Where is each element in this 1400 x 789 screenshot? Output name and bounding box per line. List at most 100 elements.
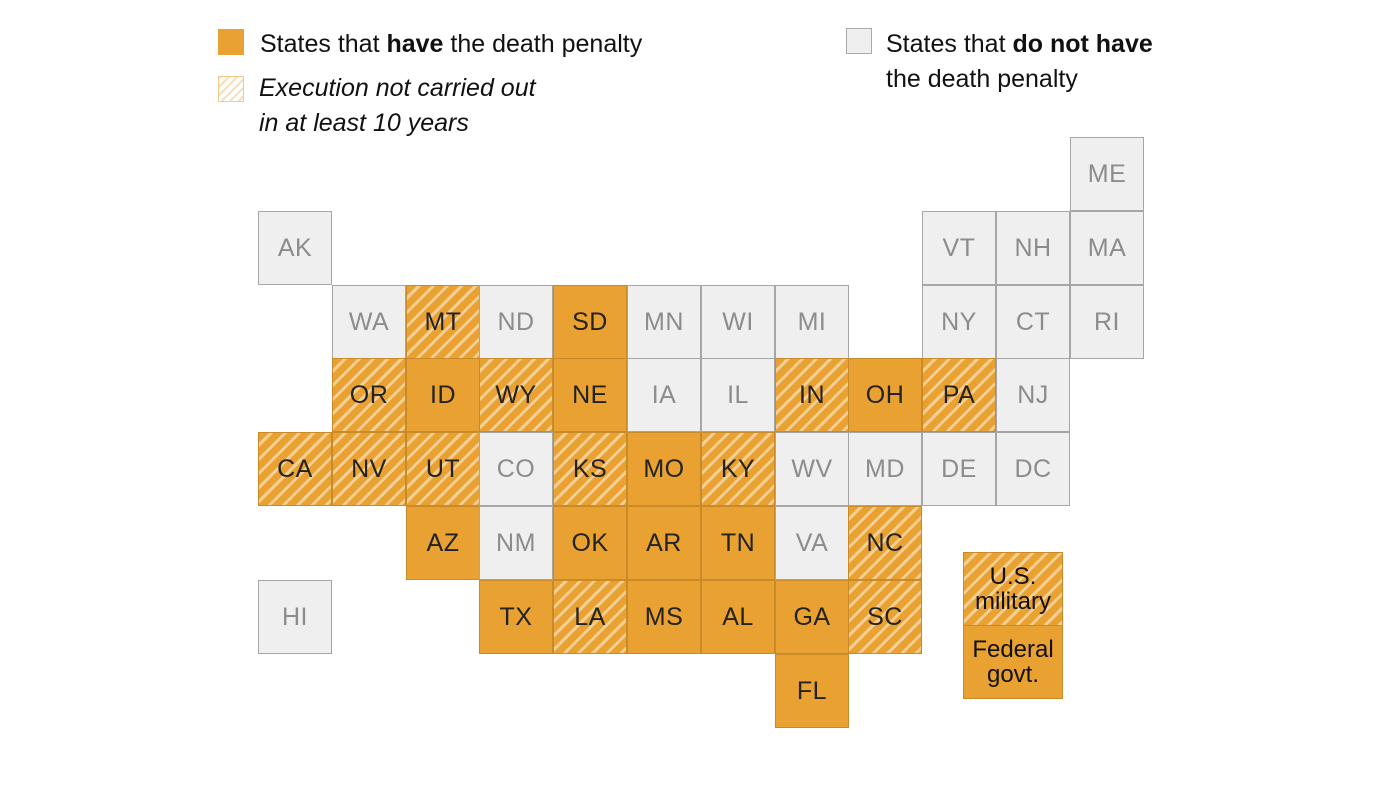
state-label: OH — [865, 380, 905, 409]
state-tile-ms: MS — [627, 580, 701, 654]
legend-do-not-have-prefix: States that — [886, 30, 1013, 58]
state-label: LA — [574, 602, 606, 631]
state-label: IN — [799, 380, 825, 409]
state-tile-oh: OH — [848, 358, 922, 432]
state-label: GA — [793, 602, 831, 631]
tile-federal-govt-line2: govt. — [986, 661, 1040, 688]
state-label: DE — [941, 454, 977, 483]
state-label: HI — [282, 602, 308, 631]
state-tile-ny: NY — [922, 285, 996, 359]
state-label: NH — [1014, 233, 1052, 262]
state-label: ME — [1087, 159, 1127, 188]
state-tile-fl: FL — [775, 654, 849, 728]
state-tile-id: ID — [406, 358, 480, 432]
legend-have-bold: have — [386, 30, 444, 58]
state-label: AL — [722, 602, 754, 631]
state-label: NV — [351, 454, 387, 483]
state-tile-sc: SC — [848, 580, 922, 654]
tile-us-military-line2: military — [975, 588, 1051, 615]
state-label: SD — [572, 307, 608, 336]
state-tile-hi: HI — [258, 580, 332, 654]
state-label: AK — [277, 233, 313, 262]
state-label: CO — [496, 454, 536, 483]
tile-federal-govt: Federal govt. — [963, 625, 1063, 699]
legend-swatch-do-not-have — [846, 28, 872, 54]
legend-swatch-not-carried-out — [218, 76, 244, 102]
state-tile-nd: ND — [479, 285, 553, 359]
state-tile-az: AZ — [406, 506, 480, 580]
state-label: NY — [941, 307, 977, 336]
state-tile-mo: MO — [627, 432, 701, 506]
state-label: IA — [651, 380, 677, 409]
state-tile-or: OR — [332, 358, 406, 432]
state-tile-wi: WI — [701, 285, 775, 359]
state-tile-ky: KY — [701, 432, 775, 506]
state-label: NM — [496, 528, 536, 557]
state-label: ND — [497, 307, 535, 336]
state-label: MA — [1087, 233, 1127, 262]
state-tile-ne: NE — [553, 358, 627, 432]
state-label: FL — [796, 676, 828, 705]
state-tile-ia: IA — [627, 358, 701, 432]
state-tile-va: VA — [775, 506, 849, 580]
state-tile-md: MD — [848, 432, 922, 506]
state-tile-ga: GA — [775, 580, 849, 654]
tile-us-military: U.S. military — [963, 552, 1063, 626]
state-tile-ut: UT — [406, 432, 480, 506]
legend-label-have: States that have the death penalty — [260, 27, 642, 62]
state-tile-wy: WY — [479, 358, 553, 432]
state-tile-ok: OK — [553, 506, 627, 580]
state-label: CA — [277, 454, 313, 483]
state-label: VA — [795, 528, 829, 557]
state-label: OR — [349, 380, 389, 409]
state-label: IL — [727, 380, 749, 409]
state-tile-ak: AK — [258, 211, 332, 285]
state-tile-nh: NH — [996, 211, 1070, 285]
state-tile-ks: KS — [553, 432, 627, 506]
state-tile-ct: CT — [996, 285, 1070, 359]
legend-label-not-carried-out: Execution not carried out in at least 10… — [259, 71, 536, 141]
state-tile-ma: MA — [1070, 211, 1144, 285]
state-label: SC — [867, 602, 903, 631]
state-tile-tn: TN — [701, 506, 775, 580]
state-label: NE — [572, 380, 608, 409]
state-label: NJ — [1017, 380, 1049, 409]
legend-not-carried-line2: in at least 10 years — [259, 109, 469, 137]
legend-have-suffix: the death penalty — [443, 30, 643, 58]
state-tile-nv: NV — [332, 432, 406, 506]
state-tile-de: DE — [922, 432, 996, 506]
legend-not-carried-line1: Execution not carried out — [259, 74, 536, 102]
state-tile-pa: PA — [922, 358, 996, 432]
state-tile-nj: NJ — [996, 358, 1070, 432]
state-label: WY — [495, 380, 537, 409]
state-label: AZ — [426, 528, 460, 557]
state-label: WI — [722, 307, 754, 336]
state-tile-in: IN — [775, 358, 849, 432]
tile-federal-govt-line1: Federal — [972, 636, 1054, 663]
state-tile-wa: WA — [332, 285, 406, 359]
state-tile-ca: CA — [258, 432, 332, 506]
state-tile-dc: DC — [996, 432, 1070, 506]
state-tile-la: LA — [553, 580, 627, 654]
state-label: TX — [499, 602, 533, 631]
state-label: MS — [644, 602, 684, 631]
legend-swatch-have — [218, 29, 244, 55]
legend-do-not-have-line2: the death penalty — [886, 65, 1078, 93]
state-tile-sd: SD — [553, 285, 627, 359]
state-tile-wv: WV — [775, 432, 849, 506]
state-label: WV — [791, 454, 833, 483]
state-label: MO — [643, 454, 685, 483]
state-label: TN — [720, 528, 756, 557]
state-tile-vt: VT — [922, 211, 996, 285]
state-label: UT — [425, 454, 461, 483]
state-label: MI — [797, 307, 827, 336]
state-tile-nm: NM — [479, 506, 553, 580]
state-label: MD — [865, 454, 905, 483]
state-label: KS — [572, 454, 608, 483]
state-label: MT — [424, 307, 462, 336]
state-tile-mi: MI — [775, 285, 849, 359]
state-tile-ri: RI — [1070, 285, 1144, 359]
state-label: DC — [1014, 454, 1052, 483]
state-tile-al: AL — [701, 580, 775, 654]
state-label: OK — [571, 528, 609, 557]
